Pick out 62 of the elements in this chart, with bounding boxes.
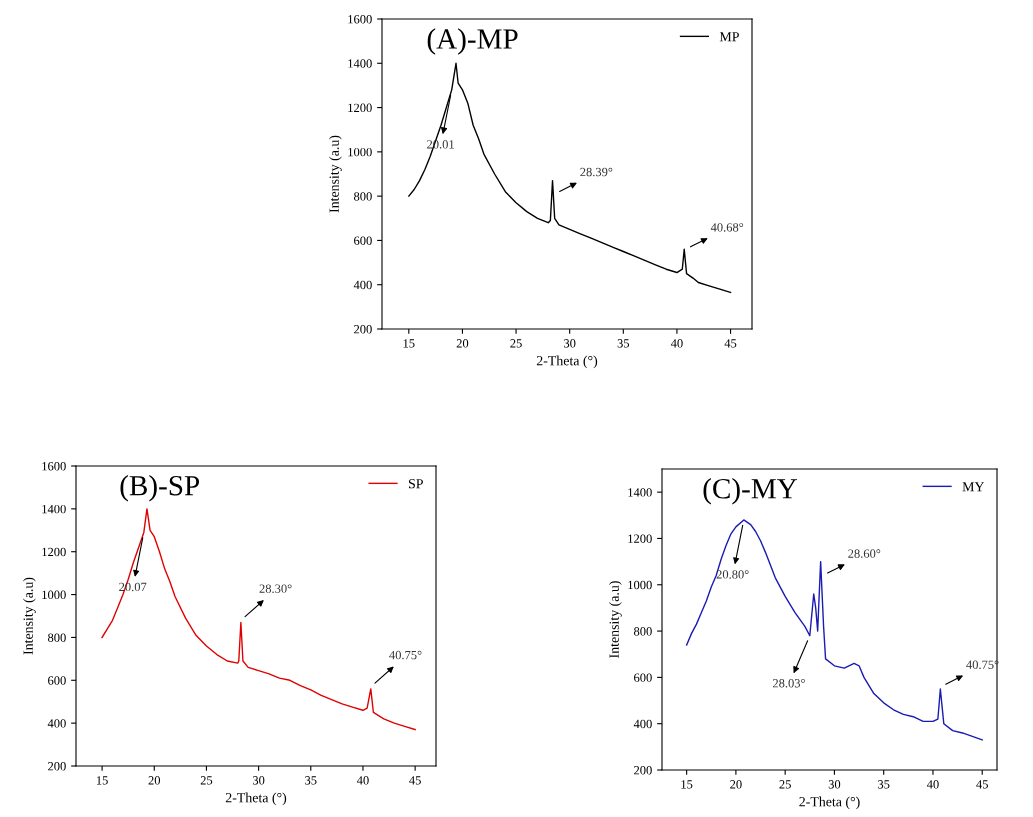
annotation: 28.30° <box>259 584 292 593</box>
y-tick-label: 800 <box>634 627 652 636</box>
x-tick-label: 30 <box>564 339 576 348</box>
y-tick-label: 1400 <box>42 504 66 514</box>
x-tick-label: 15 <box>681 780 693 789</box>
x-tick-label: 25 <box>779 780 791 789</box>
x-tick-label: 40 <box>670 339 683 348</box>
y-tick-label: 1200 <box>348 103 372 113</box>
y-tick-label: 600 <box>354 236 372 245</box>
y-tick-label: 200 <box>354 325 372 334</box>
y-tick-label: 800 <box>48 633 66 642</box>
x-tick-label: 20 <box>456 339 469 348</box>
x-axis-title: 2-Theta (°) <box>536 355 598 369</box>
x-tick-label: 40 <box>926 780 939 789</box>
x-tick-label: 45 <box>976 780 988 789</box>
y-tick-label: 800 <box>354 192 372 201</box>
legend-label: MP <box>719 32 739 42</box>
y-axis-title: Intensity (a.u) <box>609 581 622 658</box>
x-tick-label: 20 <box>148 776 161 785</box>
y-tick-label: 600 <box>634 673 652 682</box>
x-axis-title: 2-Theta (°) <box>799 796 860 810</box>
x-tick-label: 30 <box>828 780 841 789</box>
annotation: 28.60° <box>848 549 881 558</box>
x-tick-label: 20 <box>730 780 742 789</box>
x-tick-label: 35 <box>617 339 630 348</box>
y-tick-label: 1400 <box>348 59 372 68</box>
legend-label: SP <box>408 479 423 489</box>
chart-title: (B)-SP <box>120 475 200 502</box>
x-axis-title: 2-Theta (°) <box>225 792 287 806</box>
y-tick-label: 1000 <box>42 590 66 600</box>
annotation: 28.03° <box>772 679 805 688</box>
x-tick-label: 15 <box>96 776 108 785</box>
x-tick-label: 30 <box>252 776 265 785</box>
y-axis-title: Intensity (a.u) <box>329 135 342 213</box>
x-tick-label: 45 <box>409 776 421 785</box>
y-tick-label: 1200 <box>42 547 66 557</box>
y-tick-label: 1400 <box>628 488 652 497</box>
y-tick-label: 600 <box>48 676 66 685</box>
x-tick-label: 35 <box>305 776 317 785</box>
y-tick-label: 200 <box>634 766 652 775</box>
annotation: 40.68° <box>710 223 744 232</box>
y-tick-label: 200 <box>48 762 66 771</box>
y-tick-label: 1000 <box>348 147 372 157</box>
chart-title: (A)-MP <box>427 28 518 55</box>
annotation: 28.39° <box>580 167 613 177</box>
y-axis-title: Intensity (a.u) <box>23 577 36 655</box>
y-tick-label: 400 <box>47 719 66 728</box>
annotation: 40.75° <box>389 650 422 660</box>
y-tick-label: 1000 <box>628 580 652 590</box>
y-tick-label: 1600 <box>42 462 66 471</box>
x-tick-label: 40 <box>356 776 369 785</box>
x-tick-label: 25 <box>200 776 213 785</box>
x-tick-label: 35 <box>878 780 890 789</box>
y-tick-label: 1600 <box>348 15 372 24</box>
x-tick-label: 15 <box>403 339 415 348</box>
x-tick-label: 45 <box>724 339 737 348</box>
chart-title: (C)-MY <box>703 478 798 505</box>
y-tick-label: 400 <box>353 280 372 290</box>
legend-label: MY <box>962 482 985 492</box>
y-tick-label: 400 <box>633 719 652 729</box>
x-tick-label: 25 <box>510 339 522 348</box>
y-tick-label: 1200 <box>628 534 652 543</box>
